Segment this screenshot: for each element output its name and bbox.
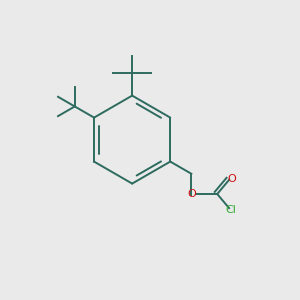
Text: O: O <box>227 174 236 184</box>
Text: O: O <box>187 189 196 199</box>
Text: Cl: Cl <box>225 205 236 215</box>
